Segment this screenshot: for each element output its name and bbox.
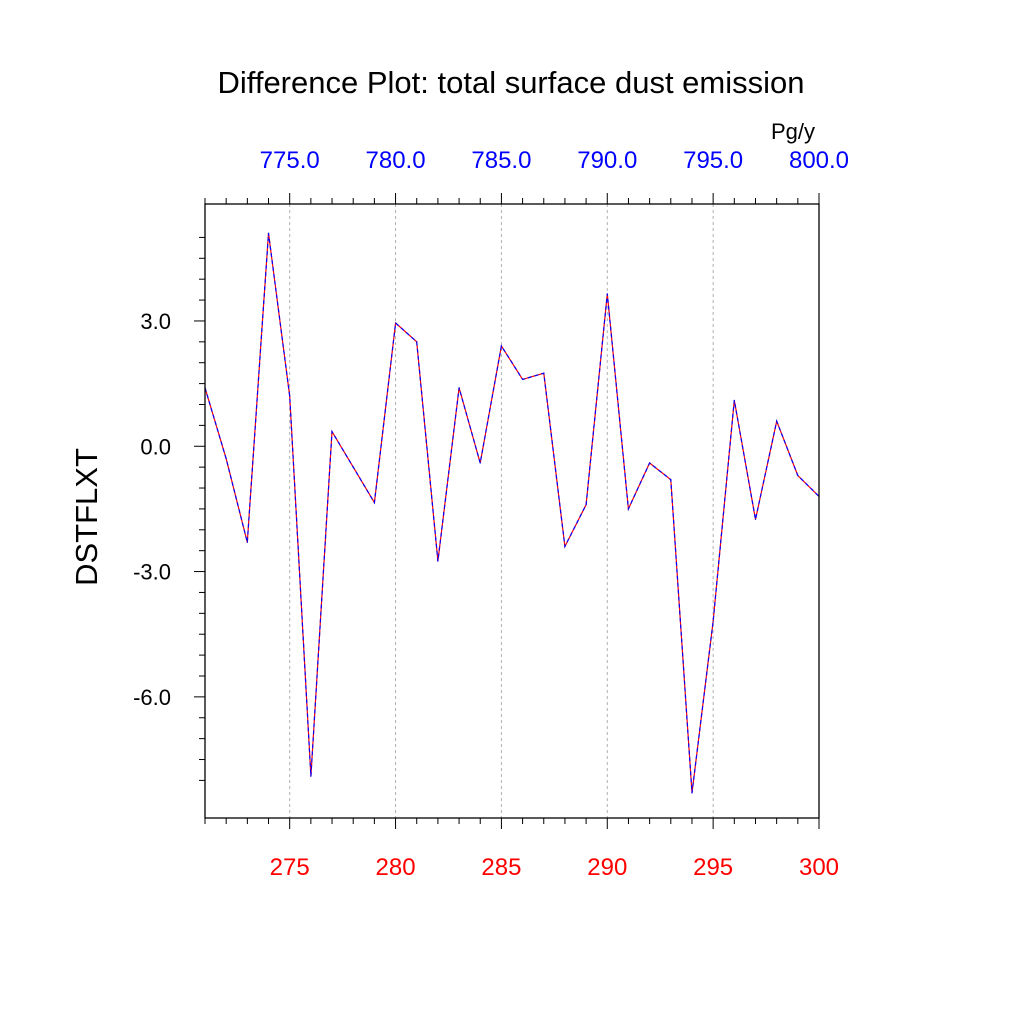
data-point <box>712 621 714 623</box>
data-point <box>670 479 672 481</box>
data-line-red <box>204 233 820 793</box>
data-point <box>416 341 418 343</box>
x-tick-label: 285 <box>481 854 521 881</box>
data-line-blue <box>204 233 820 793</box>
data-point <box>246 541 248 543</box>
x-tick-label: 290 <box>587 854 627 881</box>
data-point <box>754 518 757 520</box>
grid-lines <box>289 204 714 818</box>
data-point <box>543 372 545 374</box>
top-tick-label: 795.0 <box>683 147 743 174</box>
data-point <box>627 508 630 510</box>
data-point <box>500 345 503 347</box>
data-point <box>394 322 397 324</box>
data-point <box>225 458 227 460</box>
data-point <box>331 431 333 433</box>
plot-frame <box>204 203 820 819</box>
data-point <box>352 466 354 468</box>
top-axis-unit: Pg/y <box>771 119 815 144</box>
top-tick-label: 775.0 <box>260 147 320 174</box>
top-tick-label: 790.0 <box>577 147 637 174</box>
data-point <box>797 474 799 477</box>
data-point <box>564 545 566 548</box>
data-point <box>776 420 778 422</box>
series-group <box>204 232 820 794</box>
data-point <box>649 462 651 464</box>
data-point <box>521 378 524 381</box>
y-tick-label: -6.0 <box>133 685 171 710</box>
data-point <box>373 502 375 504</box>
y-tick-label: 0.0 <box>140 434 171 459</box>
top-tick-label: 780.0 <box>366 147 426 174</box>
top-tick-label: 800.0 <box>789 147 849 174</box>
data-point <box>585 504 587 506</box>
y-axis-label: DSTFLXT <box>69 448 104 586</box>
x-tick-label: 295 <box>693 854 733 881</box>
data-point <box>479 462 481 464</box>
y-tick-label: -3.0 <box>133 560 171 585</box>
x-tick-label: 300 <box>799 854 839 881</box>
top-tick-label: 785.0 <box>471 147 531 174</box>
data-point <box>310 775 312 777</box>
data-point <box>733 399 735 401</box>
chart-title: Difference Plot: total surface dust emis… <box>218 65 805 100</box>
minor-ticks <box>194 193 820 829</box>
y-tick-label: 3.0 <box>140 309 171 334</box>
tick-labels: 275 280 285 290 295 300 775.0 780.0 785.0 790.0 79… <box>133 147 849 881</box>
data-point <box>606 293 608 295</box>
data-point <box>691 792 693 794</box>
data-point <box>437 560 439 562</box>
data-point <box>458 387 460 389</box>
data-point <box>267 232 270 234</box>
x-tick-label: 280 <box>376 854 416 881</box>
data-point <box>289 395 291 397</box>
x-tick-label: 275 <box>270 854 310 881</box>
